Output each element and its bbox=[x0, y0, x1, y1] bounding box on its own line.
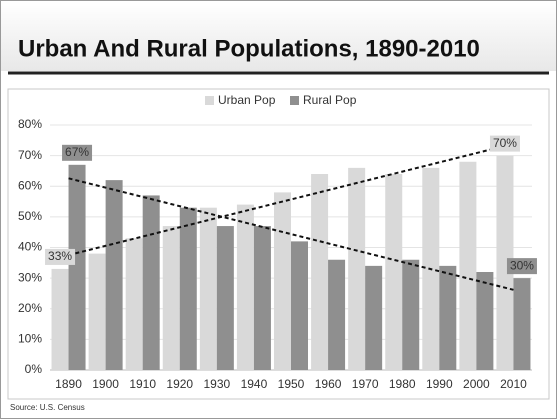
chart-title: Urban And Rural Populations, 1890-2010 bbox=[18, 35, 480, 62]
header bbox=[1, 1, 556, 71]
x-tick-label: 1980 bbox=[389, 377, 416, 391]
legend-label: Rural Pop bbox=[303, 93, 357, 107]
x-tick-label: 1920 bbox=[166, 377, 193, 391]
x-tick-label: 1990 bbox=[426, 377, 453, 391]
bar bbox=[385, 174, 403, 370]
bar bbox=[311, 174, 329, 370]
bar bbox=[253, 226, 271, 370]
bar bbox=[459, 161, 477, 370]
y-tick-label: 60% bbox=[18, 178, 42, 192]
value-label: 33% bbox=[48, 249, 72, 263]
value-label: 70% bbox=[493, 136, 517, 150]
x-tick-label: 1890 bbox=[55, 377, 82, 391]
x-tick-label: 2010 bbox=[500, 377, 527, 391]
x-tick-label: 1970 bbox=[352, 377, 379, 391]
bar bbox=[142, 195, 160, 370]
bar bbox=[51, 268, 69, 370]
x-tick-label: 1950 bbox=[278, 377, 305, 391]
legend-swatch bbox=[205, 96, 214, 105]
bar bbox=[402, 259, 420, 370]
bar bbox=[476, 272, 494, 370]
y-tick-label: 40% bbox=[18, 240, 42, 254]
bar bbox=[88, 253, 106, 370]
bar bbox=[439, 265, 457, 370]
value-label-box bbox=[45, 248, 76, 265]
bar bbox=[496, 155, 514, 370]
legend-swatch bbox=[290, 96, 299, 105]
bar bbox=[199, 207, 217, 370]
x-tick-label: 1930 bbox=[203, 377, 230, 391]
bar bbox=[125, 238, 143, 370]
y-tick-label: 0% bbox=[25, 362, 43, 376]
x-tick-label: 1900 bbox=[92, 377, 119, 391]
bar bbox=[365, 265, 383, 370]
bar bbox=[162, 226, 180, 370]
bar bbox=[291, 241, 308, 370]
y-tick-label: 10% bbox=[18, 332, 42, 346]
bar bbox=[328, 259, 346, 370]
bar bbox=[179, 207, 197, 370]
value-label-box bbox=[489, 135, 520, 152]
x-tick-label: 1960 bbox=[315, 377, 342, 391]
source-note: Source: U.S. Census bbox=[10, 403, 85, 412]
bar bbox=[274, 192, 291, 370]
y-tick-label: 80% bbox=[18, 117, 42, 131]
bar bbox=[105, 180, 123, 370]
x-tick-label: 2000 bbox=[463, 377, 490, 391]
value-label-box bbox=[506, 258, 537, 275]
y-tick-label: 70% bbox=[18, 148, 42, 162]
value-label-box bbox=[62, 144, 93, 161]
plot: 0% 10% 20% 30% 40% 50% 60% 70% 80% Urban Pop Rural… bbox=[18, 93, 537, 391]
bar bbox=[348, 167, 366, 370]
bar bbox=[236, 204, 254, 370]
x-tick-label: 1910 bbox=[129, 377, 156, 391]
bar bbox=[513, 278, 531, 370]
y-tick-label: 50% bbox=[18, 209, 42, 223]
value-label: 67% bbox=[65, 145, 89, 159]
y-tick-label: 20% bbox=[18, 301, 42, 315]
bar bbox=[68, 164, 86, 370]
y-tick-label: 30% bbox=[18, 270, 42, 284]
x-tick-label: 1940 bbox=[241, 377, 268, 391]
bar bbox=[216, 226, 234, 370]
legend-label: Urban Pop bbox=[218, 93, 276, 107]
value-label: 30% bbox=[510, 258, 534, 272]
